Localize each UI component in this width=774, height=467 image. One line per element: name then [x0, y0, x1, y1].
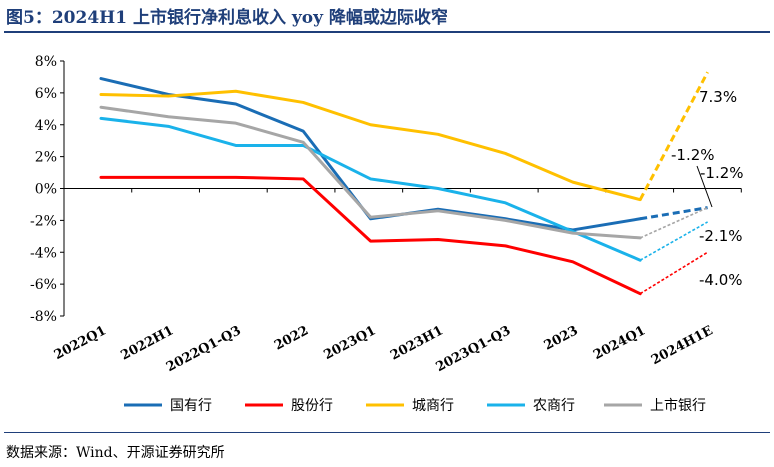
legend-label: 城商行 — [412, 398, 454, 414]
series-line — [99, 77, 642, 232]
data-label: -4.0% — [699, 271, 743, 289]
chart-legend: 国有行 股份行 城商行 农商行 上市银行 — [124, 397, 706, 414]
legend-label: 农商行 — [533, 398, 575, 414]
series-layer — [99, 71, 709, 296]
series-line — [99, 116, 642, 262]
y-tick-label: -6% — [30, 277, 57, 293]
x-tick-label: 2022Q1-Q3 — [164, 323, 244, 375]
label-leader-line — [696, 165, 713, 208]
data-label: -1.2% — [700, 164, 744, 182]
forecast-line — [639, 221, 708, 261]
forecast-line — [639, 206, 708, 239]
series-line — [99, 105, 642, 240]
data-label: 7.3% — [699, 88, 737, 106]
y-tick-label: 4% — [35, 118, 57, 134]
y-tick-label: 2% — [35, 150, 57, 166]
forecast-line — [639, 251, 709, 295]
line-chart: 8% 6% 4% 2% 0% -2% -4% -6% -8%2022Q1 2022H12022Q1… — [30, 54, 744, 414]
forecast-line — [638, 71, 709, 201]
legend-label: 上市银行 — [650, 397, 706, 414]
page-title: 图5：2024H1 上市银行净利息收入 yoy 降幅或边际收窄 — [6, 8, 448, 28]
y-tick-label: -2% — [30, 213, 57, 229]
y-tick-label: -8% — [30, 309, 57, 325]
x-tick-label: 2022H1 — [118, 323, 176, 363]
data-label: -2.1% — [699, 227, 743, 245]
data-labels: -1.2% -4.0% 7.3% -2.1% -1.2% — [671, 88, 744, 289]
title-divider — [4, 31, 770, 33]
source-divider — [4, 432, 770, 433]
x-tick-label: 2023Q1-Q3 — [434, 323, 514, 375]
x-tick-label: 2024Q1 — [591, 323, 648, 363]
series-line — [99, 89, 642, 202]
data-label: -1.2% — [671, 146, 715, 164]
x-tick-label: 2022Q1 — [52, 323, 109, 363]
x-tick-label: 2022 — [272, 323, 311, 353]
source-note: 数据来源：Wind、开源证券研究所 — [6, 445, 225, 461]
x-tick-label: 2023 — [542, 323, 581, 353]
forecast-line — [639, 206, 708, 221]
y-tick-label: 6% — [35, 86, 57, 102]
y-tick-label: 0% — [35, 182, 57, 198]
x-tick-label: 2023H1 — [388, 323, 446, 363]
y-tick-label: -4% — [30, 245, 57, 261]
series-line — [99, 175, 642, 296]
x-tick-label: 2023Q1 — [321, 323, 378, 363]
legend-label: 股份行 — [291, 398, 333, 414]
y-tick-label: 8% — [35, 54, 57, 70]
legend-label: 国有行 — [170, 398, 212, 414]
x-tick-label: 2024H1E — [649, 323, 716, 368]
